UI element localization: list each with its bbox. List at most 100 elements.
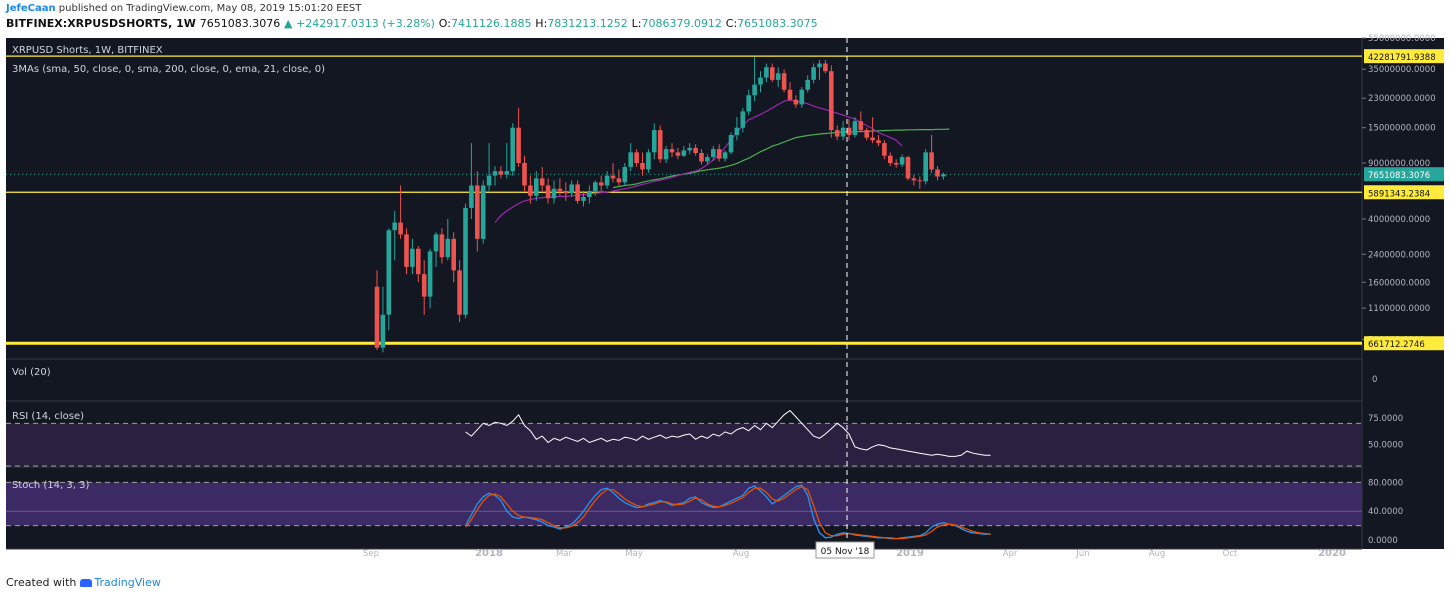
candle-body [899,157,905,165]
candle [758,71,763,93]
open-label: O: [438,17,451,30]
rsi-line [465,409,991,457]
candle [740,107,746,133]
candle [823,59,828,74]
crosshair: 05 Nov '18 [815,38,875,559]
candles[interactable] [374,56,946,353]
candle-body [486,175,492,186]
publish-info: JefeCaan published on TradingView.com, M… [6,3,361,14]
bottom-label: 661712.2746 [1368,340,1425,350]
candle [876,134,881,147]
price-tick-label: 35000000.0000 [1368,65,1436,75]
candle [563,182,569,201]
grid [6,38,1363,550]
price-tick-label: 9000000.0000 [1368,159,1430,169]
candle-body [716,149,722,159]
time-tick-label: Oct [1223,549,1238,559]
author-name[interactable]: JefeCaan [6,3,56,14]
candle [888,152,893,167]
candle-body [864,130,869,138]
candle [457,260,462,322]
candle [634,149,639,167]
candle-body [581,197,586,201]
candle [587,185,592,204]
time-tick-label: Aug [1149,549,1166,559]
candle [716,144,722,162]
candle [545,178,551,204]
candle-body [941,174,946,177]
candle [451,232,456,283]
candle [669,143,675,158]
candle-body [657,130,663,160]
candle [929,134,934,173]
candle-body [539,178,545,186]
candle-body [787,89,793,100]
candle-body [681,150,687,156]
low-value: 7086379.0912 [641,17,722,30]
candle-body [528,185,533,196]
candle-body [398,222,403,235]
candle [575,180,580,204]
candle-body [734,127,740,135]
stoch-d-line [464,485,991,540]
time-tick-label: 2020 [1318,548,1346,559]
price-tick-label: 2400000.0000 [1368,250,1430,260]
time-tick-label: 2019 [896,548,924,559]
candle-body [699,153,704,162]
candle [539,166,545,191]
candle [864,127,869,141]
candle-body [781,73,787,90]
candle [374,270,380,350]
candle-body [888,155,893,163]
volume-label: Vol (20) [12,367,51,378]
resistance-label: 42281791.9388 [1368,53,1436,63]
price-tick-label: 1600000.0000 [1368,278,1430,288]
high-value: 7831213.1252 [547,17,628,30]
candle [534,171,539,201]
candle [386,228,392,331]
stoch-k-line [464,484,991,540]
tradingview-link[interactable]: TradingView [94,576,161,589]
symbol: BITFINEX:XRPUSDSHORTS, 1W [6,17,196,30]
candle-body [705,157,710,162]
candle [852,117,858,138]
candle-body [593,182,598,191]
rsi-tick-label: 75.0000 [1368,414,1403,424]
candle [646,149,651,173]
candle-body [410,248,415,267]
candle [911,174,917,186]
support-label: 5891343.2384 [1368,189,1430,199]
candle-body [545,185,551,199]
candle-body [829,71,834,131]
candle-body [834,130,840,137]
candle-body [905,157,911,179]
stoch-tick-label: 0.0000 [1368,536,1398,546]
candle-body [598,182,604,186]
candle-body [404,234,409,267]
candle-body [740,111,746,128]
crosshair-date-box [815,541,875,559]
candle [693,144,698,156]
ema21-line [494,99,903,223]
candle [498,166,504,179]
candle [416,246,421,283]
candle-body [492,171,498,176]
candle-body [480,185,486,239]
candle [551,180,557,204]
candle-body [840,127,846,137]
rsi-label: RSI (14, close) [12,411,84,422]
candle-body [935,169,940,177]
candle [628,143,633,172]
candle-body [463,207,468,315]
oscillators [464,409,991,540]
price-tick-label: 23000000.0000 [1368,94,1436,104]
candle [829,65,834,138]
candle [805,75,810,93]
candle [569,180,574,197]
candle [935,166,940,181]
candle-body [811,67,816,80]
candle [522,155,527,191]
candle-body [451,238,456,271]
candle [593,180,598,196]
